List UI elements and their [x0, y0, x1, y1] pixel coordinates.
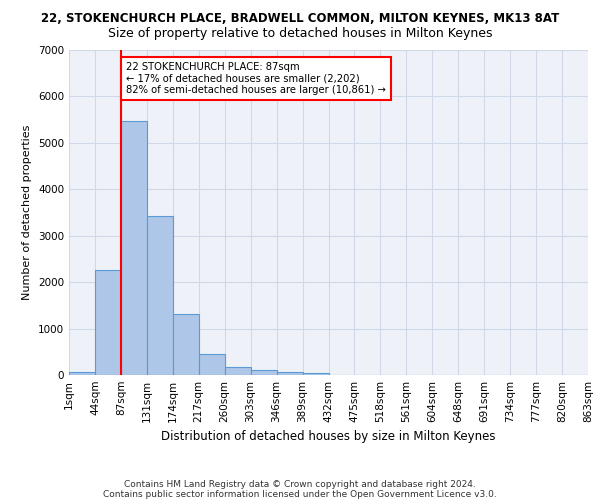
Bar: [69, 372, 95, 375]
Bar: [147, 216, 173, 375]
X-axis label: Distribution of detached houses by size in Milton Keynes: Distribution of detached houses by size …: [161, 430, 496, 444]
Text: Contains public sector information licensed under the Open Government Licence v3: Contains public sector information licen…: [103, 490, 497, 499]
Bar: [121, 121, 147, 375]
Bar: [95, 270, 121, 375]
Text: 22, STOKENCHURCH PLACE, BRADWELL COMMON, MILTON KEYNES, MK13 8AT: 22, STOKENCHURCH PLACE, BRADWELL COMMON,…: [41, 12, 559, 26]
Text: Size of property relative to detached houses in Milton Keynes: Size of property relative to detached ho…: [108, 28, 492, 40]
Bar: [251, 370, 277, 375]
Text: Contains HM Land Registry data © Crown copyright and database right 2024.: Contains HM Land Registry data © Crown c…: [124, 480, 476, 489]
Bar: [199, 354, 224, 375]
Y-axis label: Number of detached properties: Number of detached properties: [22, 125, 32, 300]
Bar: [225, 368, 251, 375]
Bar: [173, 314, 199, 375]
Bar: [277, 372, 302, 375]
Bar: [302, 373, 329, 375]
Text: 22 STOKENCHURCH PLACE: 87sqm
← 17% of detached houses are smaller (2,202)
82% of: 22 STOKENCHURCH PLACE: 87sqm ← 17% of de…: [126, 62, 386, 95]
